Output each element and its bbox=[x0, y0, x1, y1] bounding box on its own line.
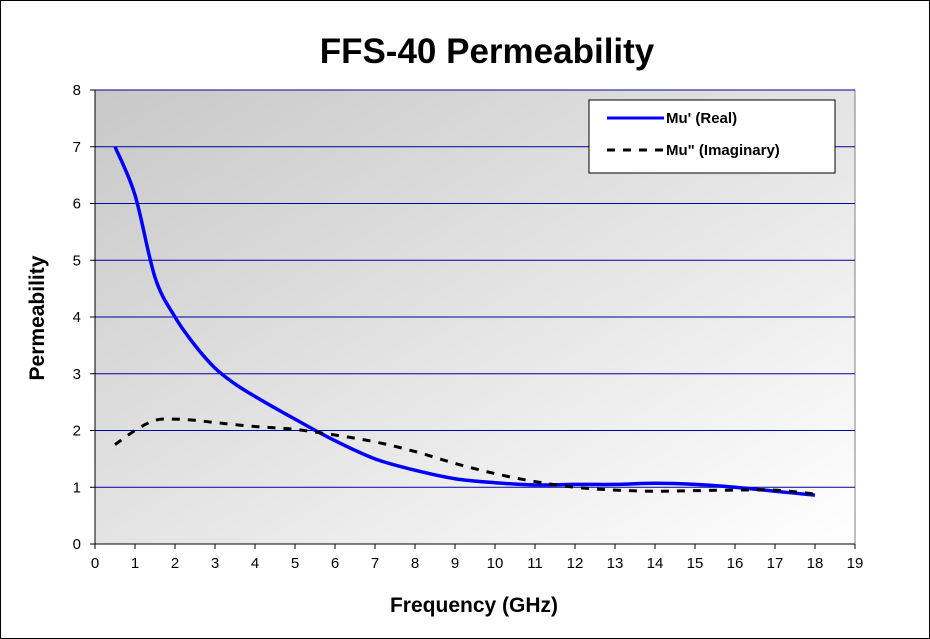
y-tick-label: 8 bbox=[73, 82, 81, 99]
legend-label-1: Mu' (Real) bbox=[666, 110, 737, 127]
x-tick-label: 8 bbox=[411, 555, 419, 572]
x-tick-label: 15 bbox=[687, 555, 704, 572]
x-tick-label: 13 bbox=[607, 555, 624, 572]
y-axis-title: Permeability bbox=[26, 255, 49, 380]
legend-box bbox=[588, 99, 836, 174]
x-tick-label: 7 bbox=[371, 555, 379, 572]
x-tick-label: 5 bbox=[291, 555, 299, 572]
legend: Mu' (Real) Mu" (Imaginary) bbox=[588, 99, 836, 174]
y-tick-label: 6 bbox=[73, 196, 81, 213]
series-lines bbox=[113, 146, 816, 497]
y-tick-label: 3 bbox=[73, 366, 81, 383]
series-line-2 bbox=[114, 417, 816, 496]
x-tick-label: 4 bbox=[251, 555, 259, 572]
x-tick-label: 3 bbox=[211, 555, 219, 572]
x-tick-label: 1 bbox=[131, 555, 139, 572]
y-tick-label: 2 bbox=[73, 423, 81, 440]
x-tick-label: 9 bbox=[451, 555, 459, 572]
x-tick-label: 0 bbox=[91, 555, 99, 572]
x-tick-label: 6 bbox=[331, 555, 339, 572]
y-tick-label: 7 bbox=[73, 139, 81, 156]
x-tick-label: 11 bbox=[527, 555, 543, 572]
x-tick-label: 19 bbox=[847, 555, 864, 572]
y-tick-label: 1 bbox=[73, 479, 81, 496]
y-tick-label: 4 bbox=[73, 309, 81, 326]
x-tick-label: 16 bbox=[727, 555, 744, 572]
x-tick-label: 17 bbox=[767, 555, 784, 572]
series-line-1 bbox=[113, 146, 816, 497]
y-tick-label: 5 bbox=[73, 252, 81, 269]
x-tick-label: 18 bbox=[807, 555, 824, 572]
x-tick-label: 10 bbox=[487, 555, 504, 572]
x-tick-label: 12 bbox=[567, 555, 584, 572]
x-tick-label: 2 bbox=[171, 555, 179, 572]
legend-label-2: Mu" (Imaginary) bbox=[666, 142, 780, 159]
gridlines bbox=[95, 89, 855, 488]
chart-title: FFS-40 Permeability bbox=[320, 32, 655, 71]
x-tick-label: 14 bbox=[647, 555, 664, 572]
y-tick-label: 0 bbox=[73, 536, 81, 553]
x-axis-title: Frequency (GHz) bbox=[390, 594, 558, 617]
